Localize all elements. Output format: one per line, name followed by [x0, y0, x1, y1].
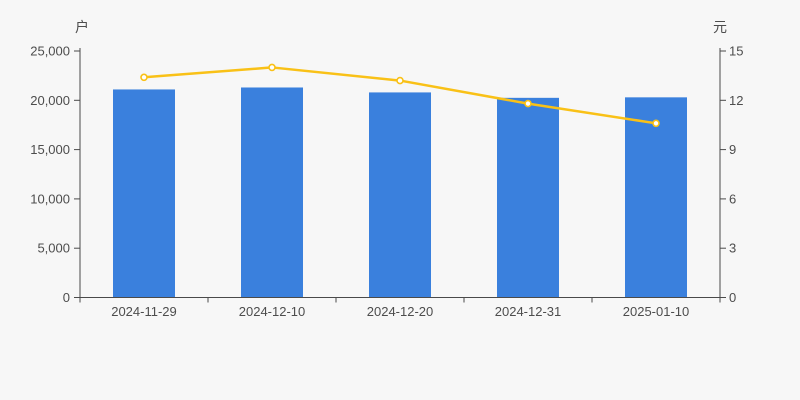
bar [369, 92, 431, 298]
left-axis-tick-label: 5,000 [37, 241, 70, 256]
x-axis-category-label: 2024-11-29 [111, 304, 177, 319]
bar [241, 87, 303, 298]
bar [113, 89, 175, 298]
right-axis-unit-label: 元 [713, 19, 727, 35]
data-point-marker [396, 76, 404, 85]
bar [497, 97, 559, 298]
right-axis-tick-label: 0 [729, 290, 736, 305]
bar [625, 97, 687, 298]
right-axis-tick-label: 6 [729, 191, 736, 206]
data-point-marker [268, 63, 276, 72]
left-axis-tick-label: 0 [63, 290, 70, 305]
left-axis-tick-label: 15,000 [30, 142, 70, 157]
data-point-marker [524, 99, 532, 108]
x-axis-category-label: 2024-12-10 [239, 304, 306, 319]
right-axis-tick-label: 12 [729, 93, 743, 108]
right-axis-tick-label: 15 [729, 44, 743, 59]
data-point-marker [652, 119, 660, 128]
left-axis-tick-label: 20,000 [30, 93, 70, 108]
x-axis-category-label: 2024-12-31 [495, 304, 562, 319]
right-axis-tick-label: 9 [729, 142, 736, 157]
left-axis-tick-label: 25,000 [30, 44, 70, 59]
data-point-marker [140, 73, 148, 82]
left-axis-tick-label: 10,000 [30, 191, 70, 206]
left-axis-unit-label: 户 [75, 19, 89, 35]
x-axis-category-label: 2025-01-10 [623, 304, 690, 319]
right-axis-tick-label: 3 [729, 241, 736, 256]
x-axis-category-label: 2024-12-20 [367, 304, 434, 319]
